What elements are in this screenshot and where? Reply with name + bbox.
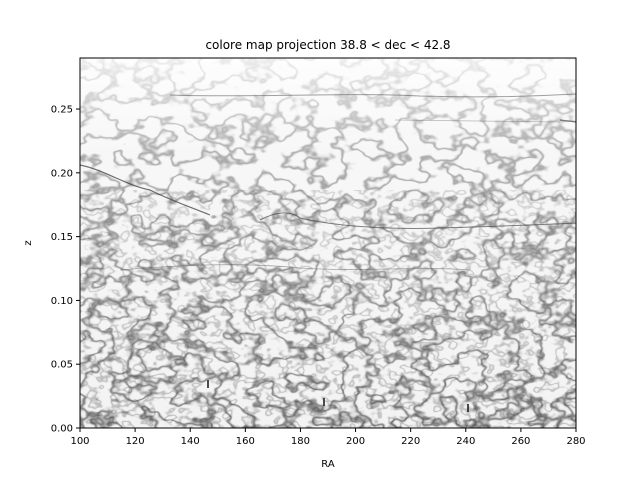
y-tick-label: 0.00 [51, 424, 73, 435]
y-tick-label: 0.15 [51, 232, 73, 243]
y-axis: 0.00 0.05 0.10 0.15 0.20 0.25 [51, 105, 80, 435]
x-tick-label: 200 [346, 436, 365, 447]
y-tick-label: 0.25 [51, 105, 73, 116]
y-axis-label: z [23, 240, 34, 245]
x-tick-label: 100 [70, 436, 89, 447]
axes-frame [79, 57, 577, 429]
y-tick-label: 0.10 [51, 296, 73, 307]
y-tick-label: 0.05 [51, 360, 73, 371]
x-tick-label: 260 [511, 436, 530, 447]
chart-title: colore map projection 38.8 < dec < 42.8 [205, 38, 450, 52]
heatmap-image [80, 58, 576, 428]
x-axis: 100 120 140 160 180 200 220 240 260 280 [70, 428, 586, 447]
x-tick-label: 160 [236, 436, 255, 447]
x-tick-label: 220 [401, 436, 420, 447]
x-tick-label: 180 [291, 436, 310, 447]
x-tick-label: 140 [181, 436, 200, 447]
x-tick-label: 280 [566, 436, 585, 447]
x-axis-label: RA [321, 459, 335, 470]
y-tick-label: 0.20 [51, 168, 73, 179]
x-tick-label: 240 [456, 436, 475, 447]
x-tick-label: 120 [126, 436, 145, 447]
